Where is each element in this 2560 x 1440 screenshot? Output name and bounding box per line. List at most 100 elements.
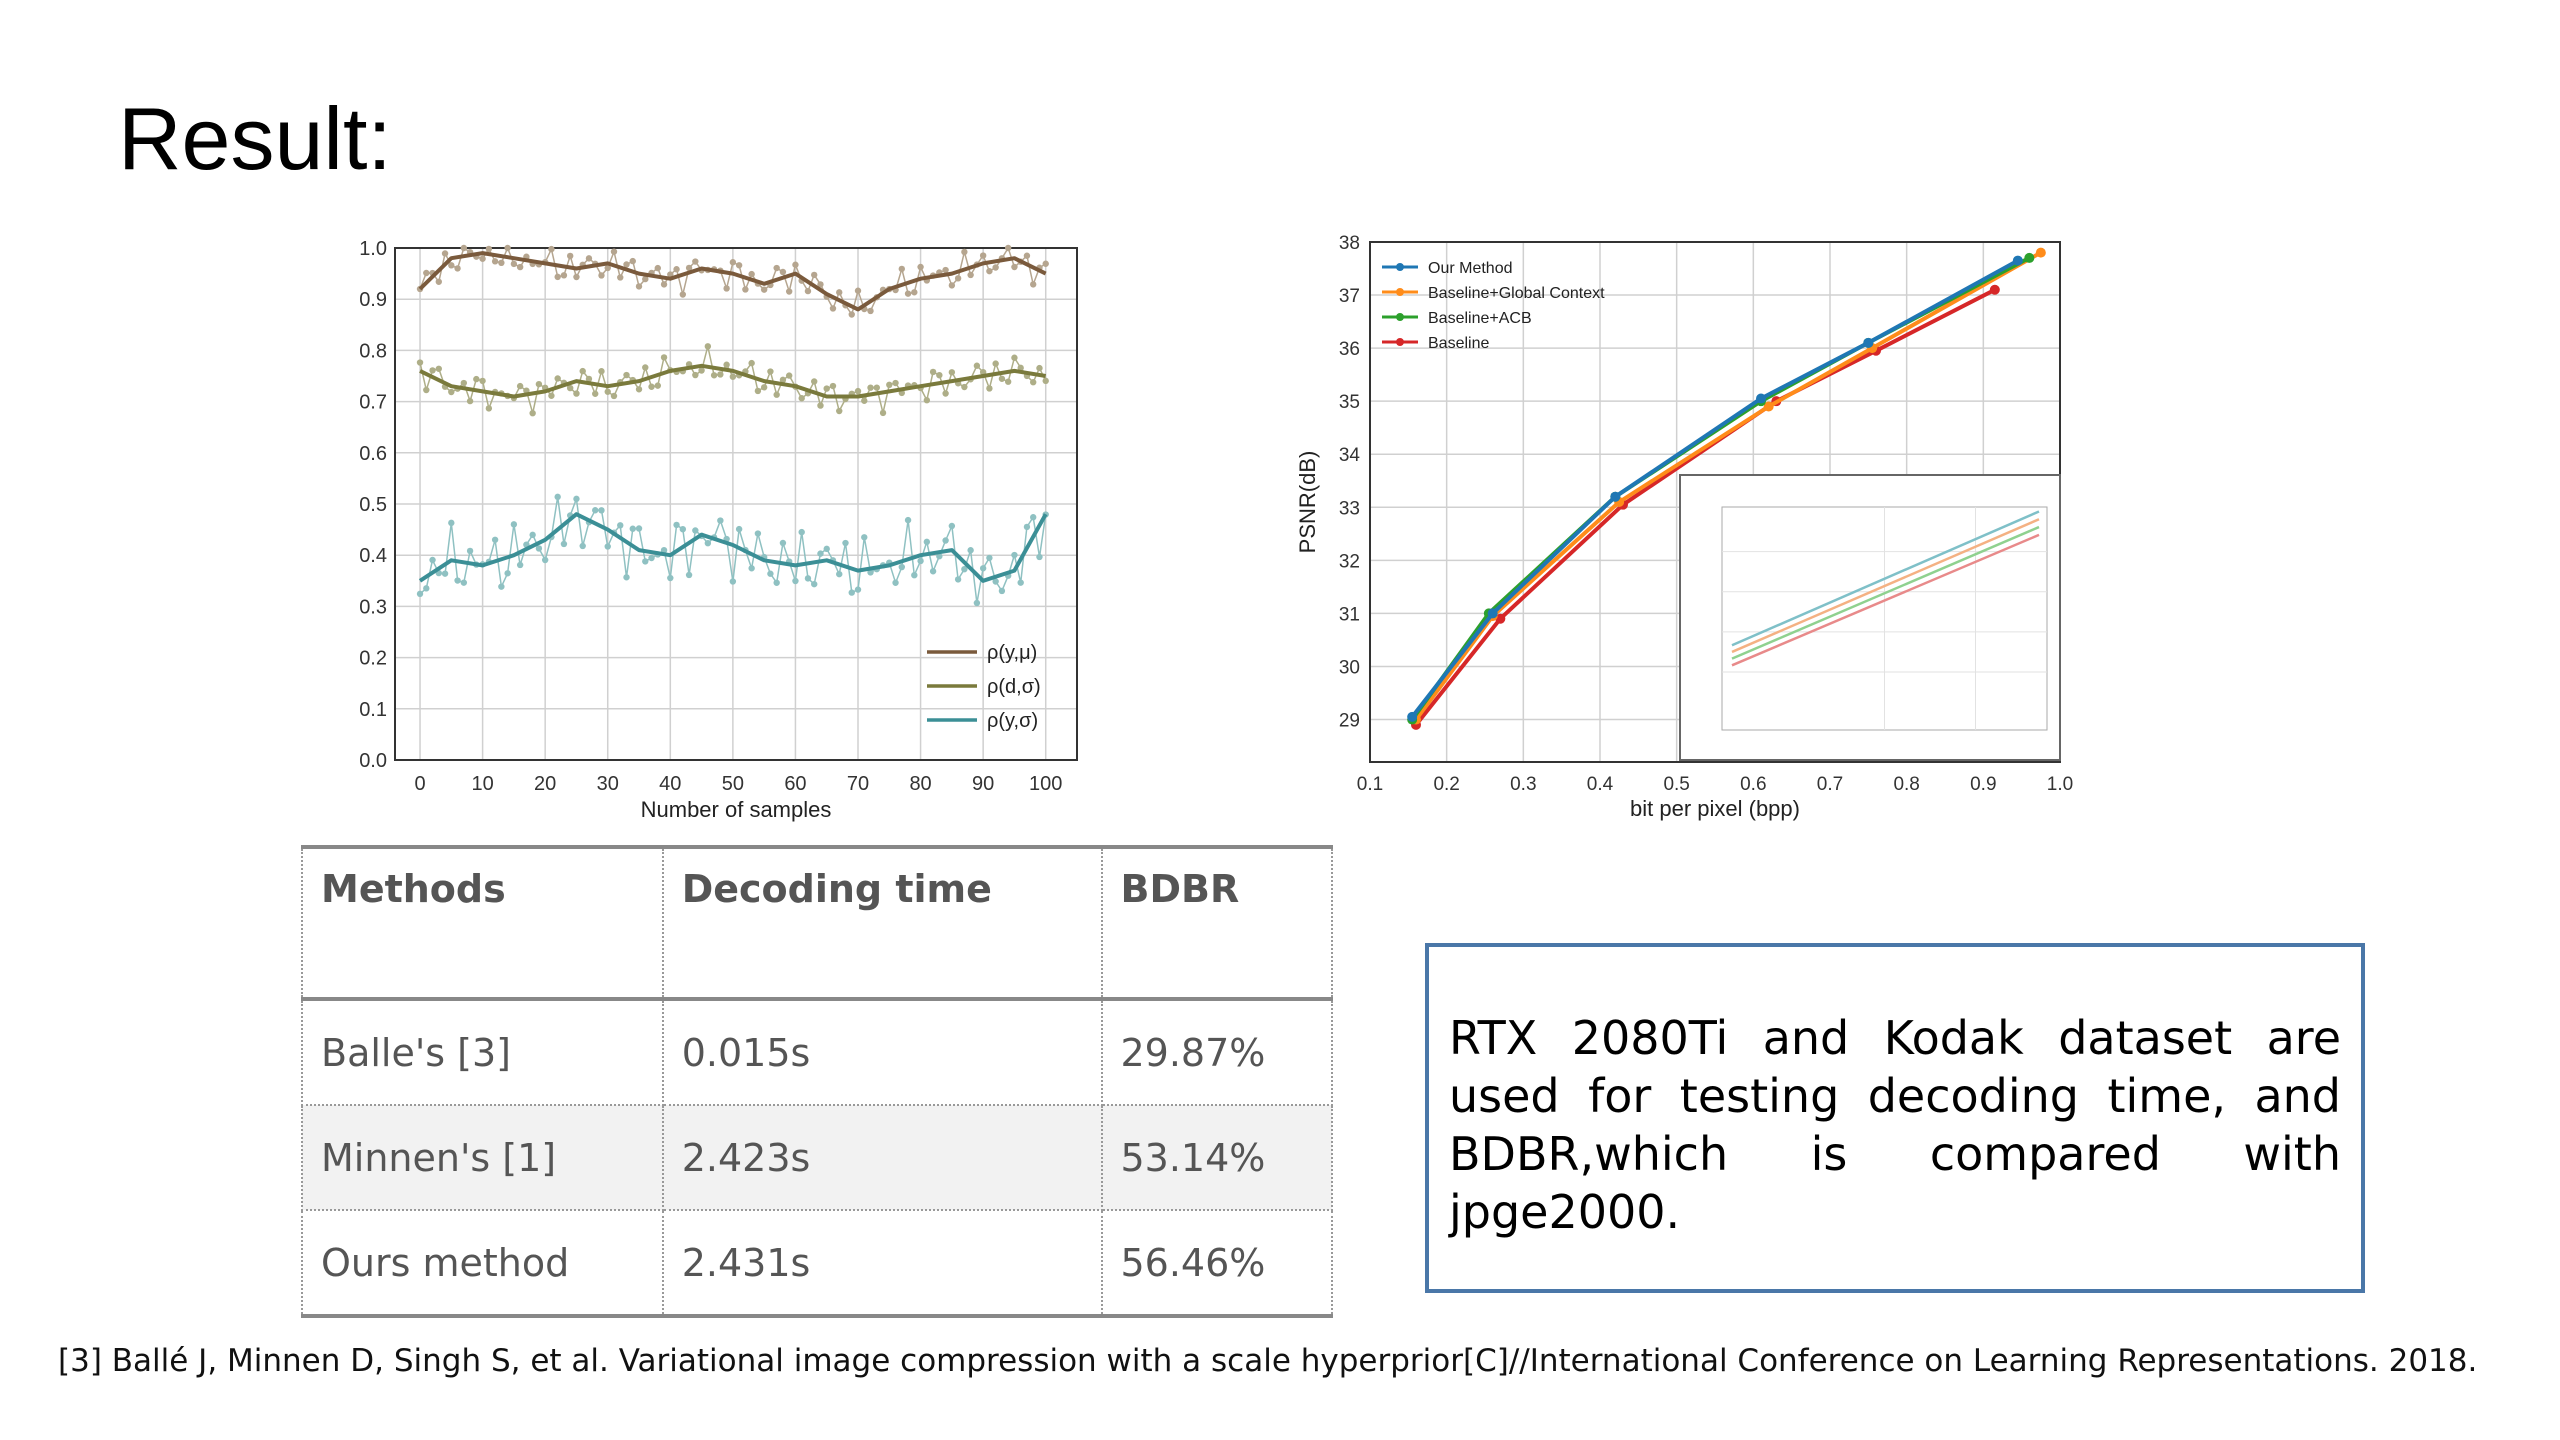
raw-data-point — [1030, 514, 1037, 521]
raw-data-point — [704, 539, 712, 547]
raw-data-point — [923, 397, 931, 404]
reference-footnote: [3] Ballé J, Minnen D, Singh S, et al. V… — [58, 1343, 2478, 1379]
raw-data-point — [817, 281, 824, 288]
raw-data-point — [879, 409, 887, 417]
raw-data-point — [867, 307, 874, 315]
raw-data-point — [598, 507, 605, 514]
y-tick-label: 0.3 — [359, 596, 387, 618]
legend-label: Baseline — [1428, 335, 1489, 352]
data-point — [1495, 613, 1506, 624]
y-tick-label: 36 — [1339, 339, 1360, 360]
raw-data-point — [998, 587, 1006, 595]
raw-data-point — [804, 575, 812, 582]
raw-data-point — [435, 278, 442, 285]
raw-data-point — [760, 384, 768, 391]
raw-data-point — [886, 381, 893, 389]
cell-method: Ours method — [301, 1210, 664, 1318]
table-row: Ours method 2.431s 56.46% — [301, 1210, 1333, 1318]
raw-data-point — [441, 570, 449, 577]
raw-data-point — [898, 563, 906, 571]
raw-data-point — [979, 252, 987, 259]
raw-data-point — [1036, 553, 1043, 561]
raw-data-point — [848, 311, 855, 318]
raw-data-point — [823, 545, 830, 553]
legend-label: Baseline+Global Context — [1428, 285, 1605, 302]
x-tick-label: 0.8 — [1893, 774, 1919, 795]
raw-data-point — [767, 570, 774, 577]
raw-data-point — [629, 525, 636, 532]
x-tick-label: 0.4 — [1587, 774, 1614, 795]
raw-data-point — [1030, 281, 1037, 288]
raw-data-point — [723, 361, 730, 368]
y-tick-label: 38 — [1339, 233, 1360, 254]
raw-data-point — [1017, 364, 1024, 372]
raw-data-point — [460, 244, 468, 252]
raw-data-point — [604, 543, 611, 550]
raw-data-point — [767, 368, 774, 375]
raw-data-point — [1030, 379, 1037, 386]
raw-data-point — [961, 248, 968, 256]
x-tick-label: 70 — [847, 773, 869, 795]
data-point — [1756, 393, 1766, 404]
raw-data-point — [748, 270, 755, 278]
raw-data-point — [573, 495, 580, 503]
raw-data-point — [692, 371, 699, 379]
raw-data-point — [504, 570, 511, 577]
smoothed-series-line — [419, 363, 1047, 399]
raw-data-point — [460, 579, 468, 586]
x-tick-label: 0.2 — [1433, 774, 1459, 795]
raw-data-point — [779, 376, 787, 384]
raw-data-point — [429, 367, 436, 374]
raw-data-point — [773, 579, 780, 586]
correlation-chart: 0.0 0.1 0.2 0.3 0.4 0.5 0.6 0.7 0.8 0.9 1.0 0 10 20 30… — [359, 238, 1078, 822]
results-table: Methods Decoding time BDBR Balle's [3] 0… — [301, 845, 1333, 1318]
header-decoding-time: Decoding time — [661, 845, 1103, 1001]
raw-data-point — [992, 578, 999, 585]
inset-zoom-panel — [1679, 474, 2061, 761]
raw-data-point — [692, 527, 699, 534]
smoothed-series-line — [418, 251, 1047, 312]
legend-marker — [1396, 338, 1404, 346]
raw-data-point — [779, 268, 787, 276]
raw-data-point — [754, 530, 762, 537]
raw-data-point — [986, 554, 993, 562]
raw-data-point — [416, 590, 424, 598]
raw-data-point — [598, 272, 605, 279]
raw-data-point — [836, 570, 843, 578]
raw-data-point — [817, 550, 824, 557]
raw-data-point — [479, 255, 486, 262]
x-tick-label: 0.3 — [1510, 774, 1536, 795]
y-tick-label: 0.6 — [359, 443, 387, 465]
raw-data-point — [548, 392, 555, 399]
raw-data-point — [873, 384, 880, 391]
raw-data-point — [867, 384, 874, 391]
raw-data-point — [973, 599, 981, 607]
cell-method: Balle's [3] — [301, 999, 664, 1106]
raw-data-point — [998, 375, 1006, 382]
raw-data-point — [623, 261, 630, 268]
raw-data-point — [836, 289, 843, 296]
raw-data-point — [491, 536, 499, 543]
raw-data-point — [566, 384, 574, 392]
raw-data-point — [742, 286, 749, 293]
x-axis-label: Number of samples — [641, 797, 832, 822]
raw-data-point — [510, 260, 518, 268]
raw-data-point — [629, 257, 636, 265]
cell-bdbr: 29.87% — [1100, 999, 1333, 1106]
x-tick-label: 80 — [909, 773, 931, 795]
raw-data-point — [1023, 252, 1031, 259]
raw-data-point — [735, 525, 743, 533]
inset-series-line — [1731, 525, 2040, 660]
data-point — [2012, 255, 2023, 266]
x-axis-label: bit per pixel (bpp) — [1630, 796, 1800, 821]
raw-data-point — [529, 531, 536, 539]
cell-decoding-time: 0.015s — [661, 999, 1103, 1106]
raw-data-point — [848, 589, 855, 596]
raw-data-point — [516, 561, 524, 569]
raw-data-point — [485, 405, 493, 412]
raw-data-point — [535, 380, 543, 388]
y-tick-label: 29 — [1339, 711, 1360, 732]
data-point — [1487, 608, 1498, 619]
raw-data-point — [460, 379, 468, 387]
inset-series-line — [1731, 510, 2040, 647]
